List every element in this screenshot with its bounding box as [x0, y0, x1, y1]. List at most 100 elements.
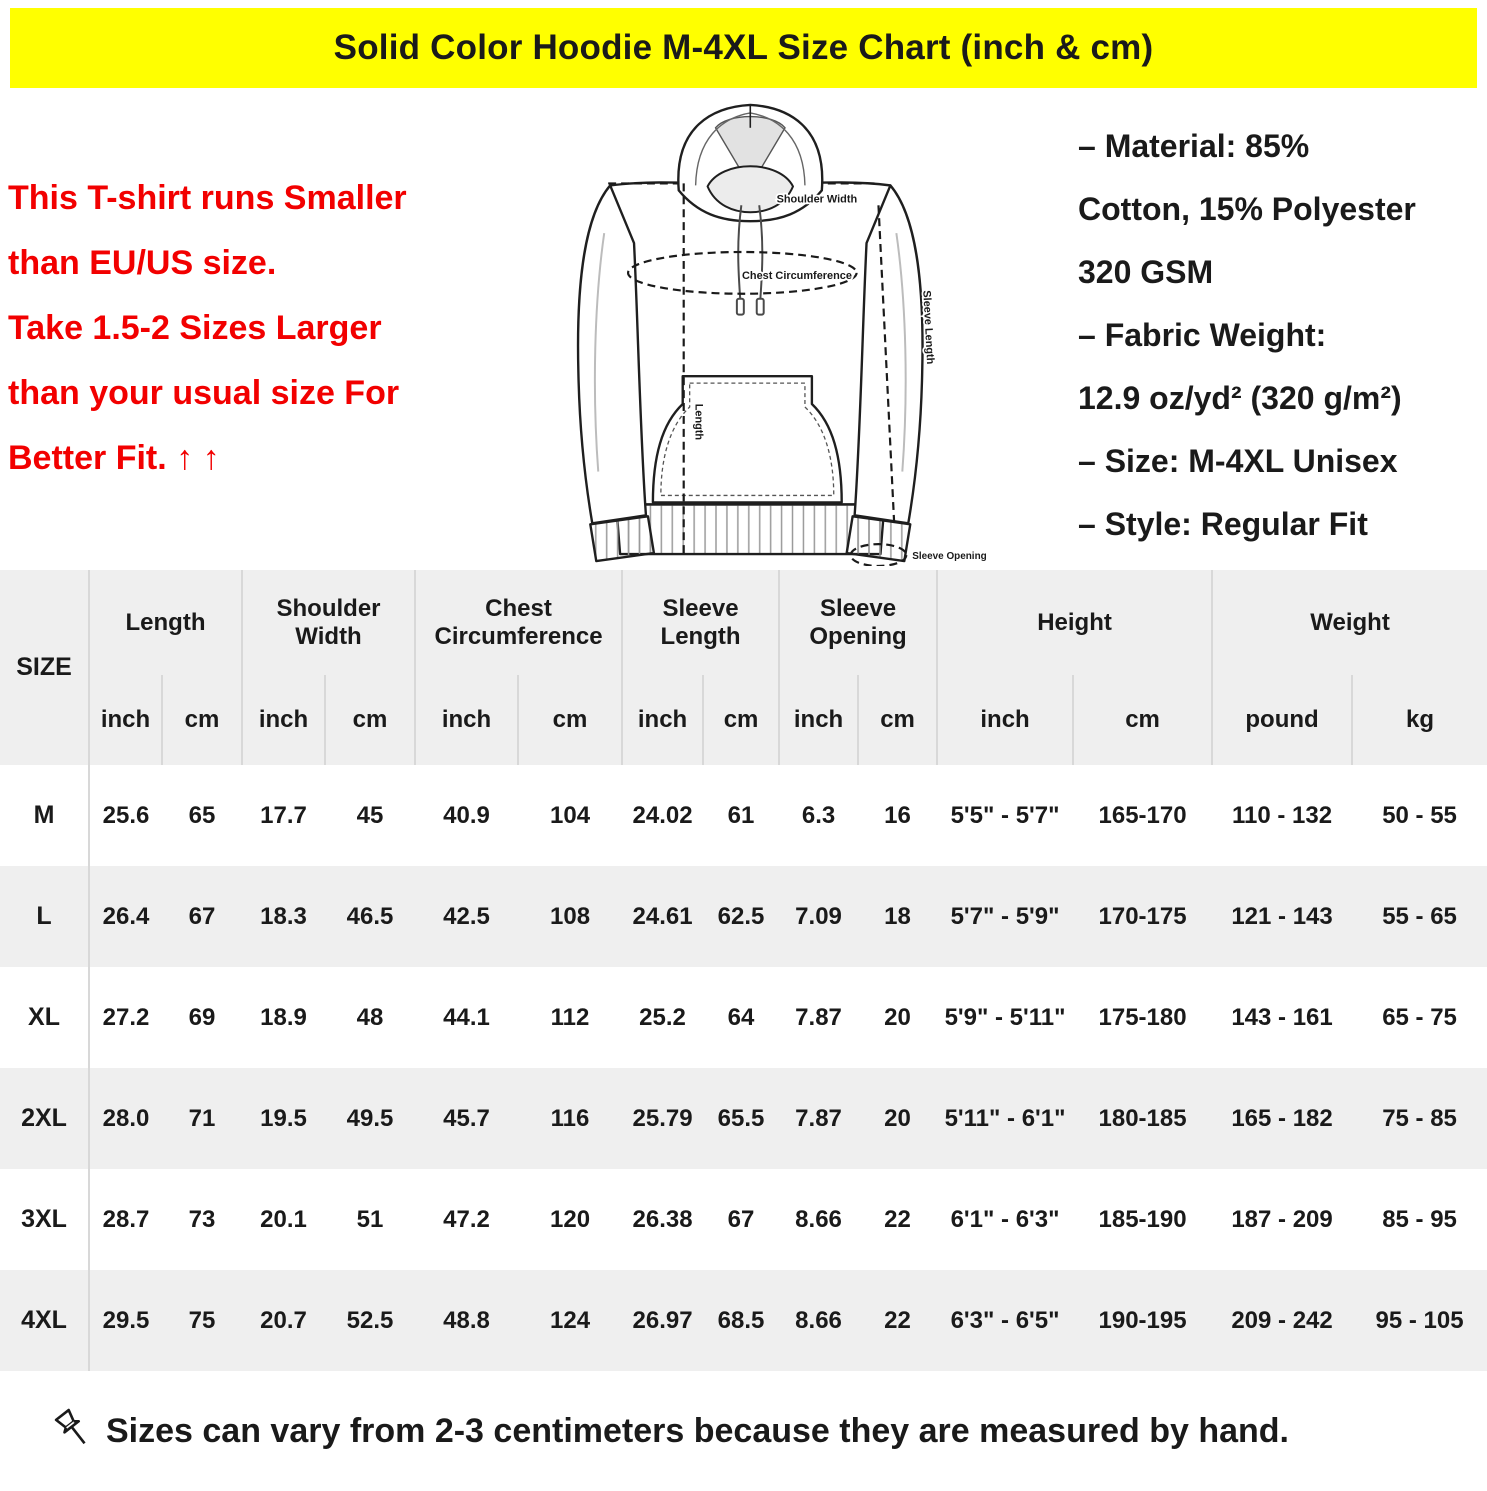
table-cell: 55 - 65 [1382, 902, 1457, 930]
table-cell: 45 [356, 801, 384, 829]
table-cell: 48 [356, 1003, 384, 1031]
table-cell: 20 [884, 1003, 911, 1031]
table-cell: 48.8 [443, 1306, 490, 1334]
warning-line: than your usual size For [8, 374, 400, 412]
table-cell: 61 [727, 801, 755, 829]
size-label: XL [0, 967, 90, 1068]
table-cell: 209 - 242 [1231, 1306, 1333, 1334]
table-row: M 25.6 65 17.7 45 40.9 104 24.02 61 6.3 16 5'5" - 5… [0, 765, 1487, 866]
table-cell: 62.5 [717, 902, 765, 930]
footnote: Sizes can vary from 2-3 centimeters beca… [0, 1371, 1487, 1491]
table-cell: 6'1" - 6'3" [950, 1205, 1060, 1233]
table-cell: 75 [188, 1306, 216, 1334]
table-cell: 190-195 [1098, 1306, 1187, 1334]
pushpin-icon [54, 1408, 86, 1445]
table-cell: 68.5 [717, 1306, 765, 1334]
sleeve-opening-label: Sleeve Opening [912, 551, 986, 562]
column-group-label: Shoulder Width [242, 570, 417, 675]
table-cell: 71 [188, 1104, 216, 1132]
table-cell: 20.1 [260, 1205, 307, 1233]
table-cell: 165 - 182 [1231, 1104, 1333, 1132]
unit-label: cm [162, 675, 244, 765]
table-cell: 67 [727, 1205, 755, 1233]
unit-label: cm [325, 675, 417, 765]
info-line: Cotton, 15% Polyester [1078, 191, 1416, 227]
table-cell: 64 [727, 1003, 755, 1031]
table-cell: 110 - 132 [1232, 801, 1333, 829]
table-cell: 40.9 [443, 801, 490, 829]
unit-label: cm [1073, 675, 1214, 765]
table-row: XL 27.2 69 18.9 48 44.1 112 25.2 64 7.87 20 5'9" - … [0, 967, 1487, 1068]
table-cell: 175-180 [1098, 1003, 1187, 1031]
table-cell: 22 [884, 1205, 911, 1233]
table-cell: 112 [550, 1003, 590, 1031]
warning-line: Take 1.5-2 Sizes Larger [8, 309, 382, 347]
table-cell: 18 [884, 902, 911, 930]
table-row: 3XL 28.7 73 20.1 51 47.2 120 26.38 67 8.66 22 6'1" … [0, 1169, 1487, 1270]
unit-label: pound [1212, 675, 1354, 765]
table-cell: 5'11" - 6'1" [944, 1104, 1066, 1132]
size-column-header: SIZE [0, 570, 90, 765]
size-label: 2XL [0, 1068, 90, 1169]
column-group-label: Length [89, 570, 244, 675]
warning-line: This T-shirt runs Smaller [8, 179, 407, 217]
table-cell: 108 [550, 902, 591, 930]
table-cell: 20 [884, 1104, 911, 1132]
table-cell: 116 [550, 1104, 590, 1132]
table-cell: 51 [356, 1205, 384, 1233]
table-cell: 28.0 [102, 1104, 150, 1132]
unit-label: cm [518, 675, 624, 765]
intro-section: This T-shirt runs Smaller than EU/US siz… [0, 88, 1487, 570]
unit-label: inch [937, 675, 1075, 765]
table-cell: 69 [188, 1003, 216, 1031]
table-cell: 180-185 [1098, 1104, 1187, 1132]
table-cell: 185-190 [1098, 1205, 1187, 1233]
table-cell: 52.5 [346, 1306, 394, 1334]
unit-label: inch [242, 675, 327, 765]
table-cell: 6'3" - 6'5" [950, 1306, 1060, 1334]
table-cell: 7.87 [795, 1003, 842, 1031]
table-cell: 67 [188, 902, 216, 930]
table-cell: 5'9" - 5'11" [944, 1003, 1066, 1031]
table-cell: 25.79 [632, 1104, 693, 1132]
table-cell: 26.4 [102, 902, 150, 930]
table-cell: 20.7 [260, 1306, 307, 1334]
table-row: 2XL 28.0 71 19.5 49.5 45.7 116 25.79 65.5 7.87 20 5… [0, 1068, 1487, 1169]
table-row: 4XL 29.5 75 20.7 52.5 48.8 124 26.97 68.5 8.66 22 6… [0, 1270, 1487, 1371]
table-cell: 5'7" - 5'9" [950, 902, 1060, 930]
table-row: L 26.4 67 18.3 46.5 42.5 108 24.61 62.5 7.09 18 5'7… [0, 866, 1487, 967]
size-label: 3XL [0, 1169, 90, 1270]
table-cell: 18.3 [260, 902, 307, 930]
table-cell: 187 - 209 [1231, 1205, 1333, 1233]
unit-label: inch [779, 675, 860, 765]
size-table-body: M 25.6 65 17.7 45 40.9 104 24.02 61 6.3 16 5'5" - 5… [0, 765, 1487, 1371]
table-cell: 85 - 95 [1382, 1205, 1457, 1233]
info-line: – Fabric Weight: [1078, 317, 1327, 353]
unit-label: inch [622, 675, 705, 765]
table-cell: 26.38 [632, 1205, 693, 1233]
title-banner: Solid Color Hoodie M-4XL Size Chart (inc… [10, 8, 1477, 88]
page-title: Solid Color Hoodie M-4XL Size Chart (inc… [333, 28, 1154, 67]
column-group-label: Weight [1212, 570, 1487, 675]
table-cell: 95 - 105 [1375, 1306, 1464, 1334]
table-cell: 18.9 [260, 1003, 307, 1031]
hoodie-diagram: Shoulder Width Chest Circumference Lengt… [545, 94, 1045, 571]
table-cell: 65 - 75 [1382, 1003, 1457, 1031]
column-group-label: Height [937, 570, 1214, 675]
table-cell: 65.5 [717, 1104, 765, 1132]
table-cell: 25.2 [639, 1003, 686, 1031]
column-group-label: Chest Circumference [415, 570, 624, 675]
warning-text: This T-shirt runs Smaller than EU/US siz… [8, 166, 548, 491]
unit-label: cm [703, 675, 781, 765]
column-group-label: Sleeve Opening [779, 570, 939, 675]
table-cell: 6.3 [801, 801, 836, 829]
table-cell: 17.7 [260, 801, 307, 829]
warning-line: Better Fit. ↑ ↑ [8, 439, 220, 477]
shoulder-width-label: Shoulder Width [777, 193, 858, 205]
table-cell: 8.66 [795, 1205, 842, 1233]
info-line: – Material: 85% [1078, 128, 1310, 164]
table-cell: 7.09 [795, 902, 842, 930]
table-cell: 5'5" - 5'7" [950, 801, 1060, 829]
unit-label: inch [89, 675, 163, 765]
size-label: M [0, 765, 90, 866]
